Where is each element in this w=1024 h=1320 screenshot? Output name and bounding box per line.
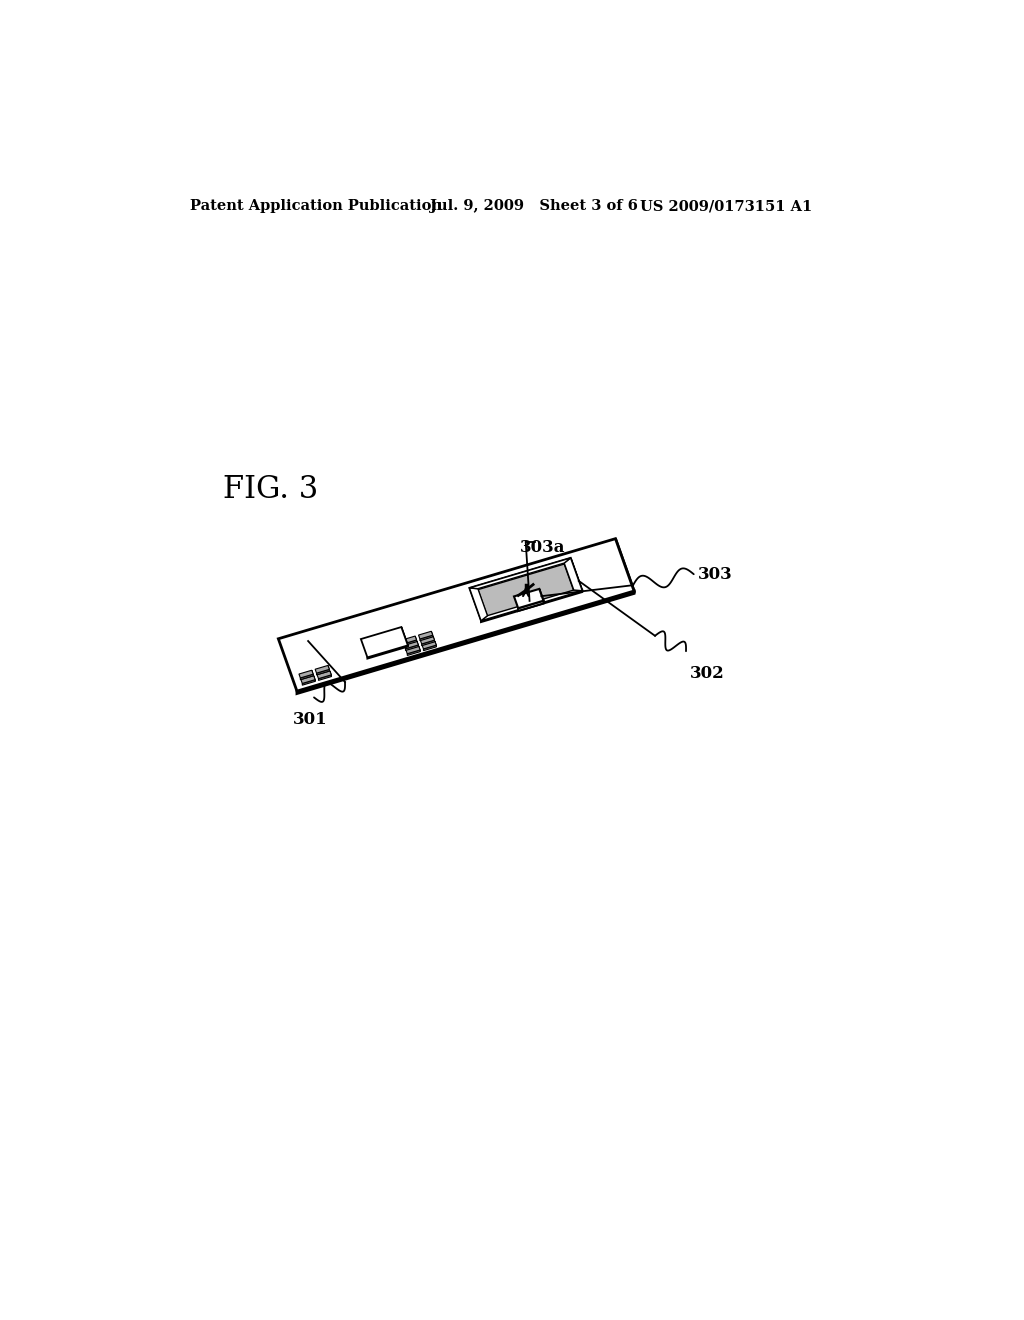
Polygon shape <box>469 587 487 620</box>
Polygon shape <box>328 665 330 671</box>
Polygon shape <box>419 631 433 639</box>
Polygon shape <box>512 581 532 589</box>
Polygon shape <box>422 640 434 645</box>
Polygon shape <box>279 539 634 692</box>
Polygon shape <box>481 590 583 620</box>
Polygon shape <box>424 645 436 651</box>
Polygon shape <box>297 591 634 693</box>
Polygon shape <box>318 675 332 680</box>
Polygon shape <box>469 558 583 620</box>
Polygon shape <box>540 589 544 603</box>
Polygon shape <box>403 640 417 645</box>
Text: Jul. 9, 2009   Sheet 3 of 6: Jul. 9, 2009 Sheet 3 of 6 <box>430 199 638 213</box>
Text: 301: 301 <box>293 711 328 729</box>
Polygon shape <box>615 539 634 594</box>
Polygon shape <box>406 645 419 651</box>
Polygon shape <box>481 591 583 622</box>
Polygon shape <box>435 642 436 647</box>
Polygon shape <box>420 636 434 644</box>
Polygon shape <box>317 671 332 678</box>
Polygon shape <box>402 636 417 644</box>
Polygon shape <box>417 642 419 647</box>
Polygon shape <box>404 642 419 648</box>
Polygon shape <box>406 645 420 653</box>
Polygon shape <box>415 636 417 642</box>
Text: 302: 302 <box>690 665 725 682</box>
Polygon shape <box>564 558 583 591</box>
Text: 303a: 303a <box>520 539 565 556</box>
Text: 303: 303 <box>697 566 732 582</box>
Polygon shape <box>315 665 330 673</box>
Polygon shape <box>478 564 573 616</box>
Polygon shape <box>316 669 330 675</box>
Polygon shape <box>299 671 313 678</box>
Polygon shape <box>518 601 544 611</box>
Text: FIG. 3: FIG. 3 <box>222 474 317 506</box>
Polygon shape <box>469 558 570 589</box>
Polygon shape <box>420 635 433 640</box>
Polygon shape <box>408 649 420 656</box>
Polygon shape <box>330 671 332 677</box>
Text: US 2009/0173151 A1: US 2009/0173151 A1 <box>640 199 812 213</box>
Polygon shape <box>368 645 408 659</box>
Polygon shape <box>511 578 532 587</box>
Polygon shape <box>514 589 544 609</box>
Polygon shape <box>401 627 408 647</box>
Polygon shape <box>313 676 315 681</box>
Polygon shape <box>301 676 315 684</box>
Polygon shape <box>360 627 408 657</box>
Polygon shape <box>419 645 420 652</box>
Polygon shape <box>422 642 436 649</box>
Polygon shape <box>311 671 313 676</box>
Text: Patent Application Publication: Patent Application Publication <box>190 199 442 213</box>
Polygon shape <box>513 582 534 591</box>
Polygon shape <box>431 631 433 638</box>
Polygon shape <box>514 587 536 595</box>
Polygon shape <box>514 586 534 593</box>
Polygon shape <box>515 590 536 598</box>
Polygon shape <box>570 558 583 591</box>
Polygon shape <box>433 636 434 642</box>
Polygon shape <box>302 680 315 685</box>
Polygon shape <box>300 675 313 680</box>
